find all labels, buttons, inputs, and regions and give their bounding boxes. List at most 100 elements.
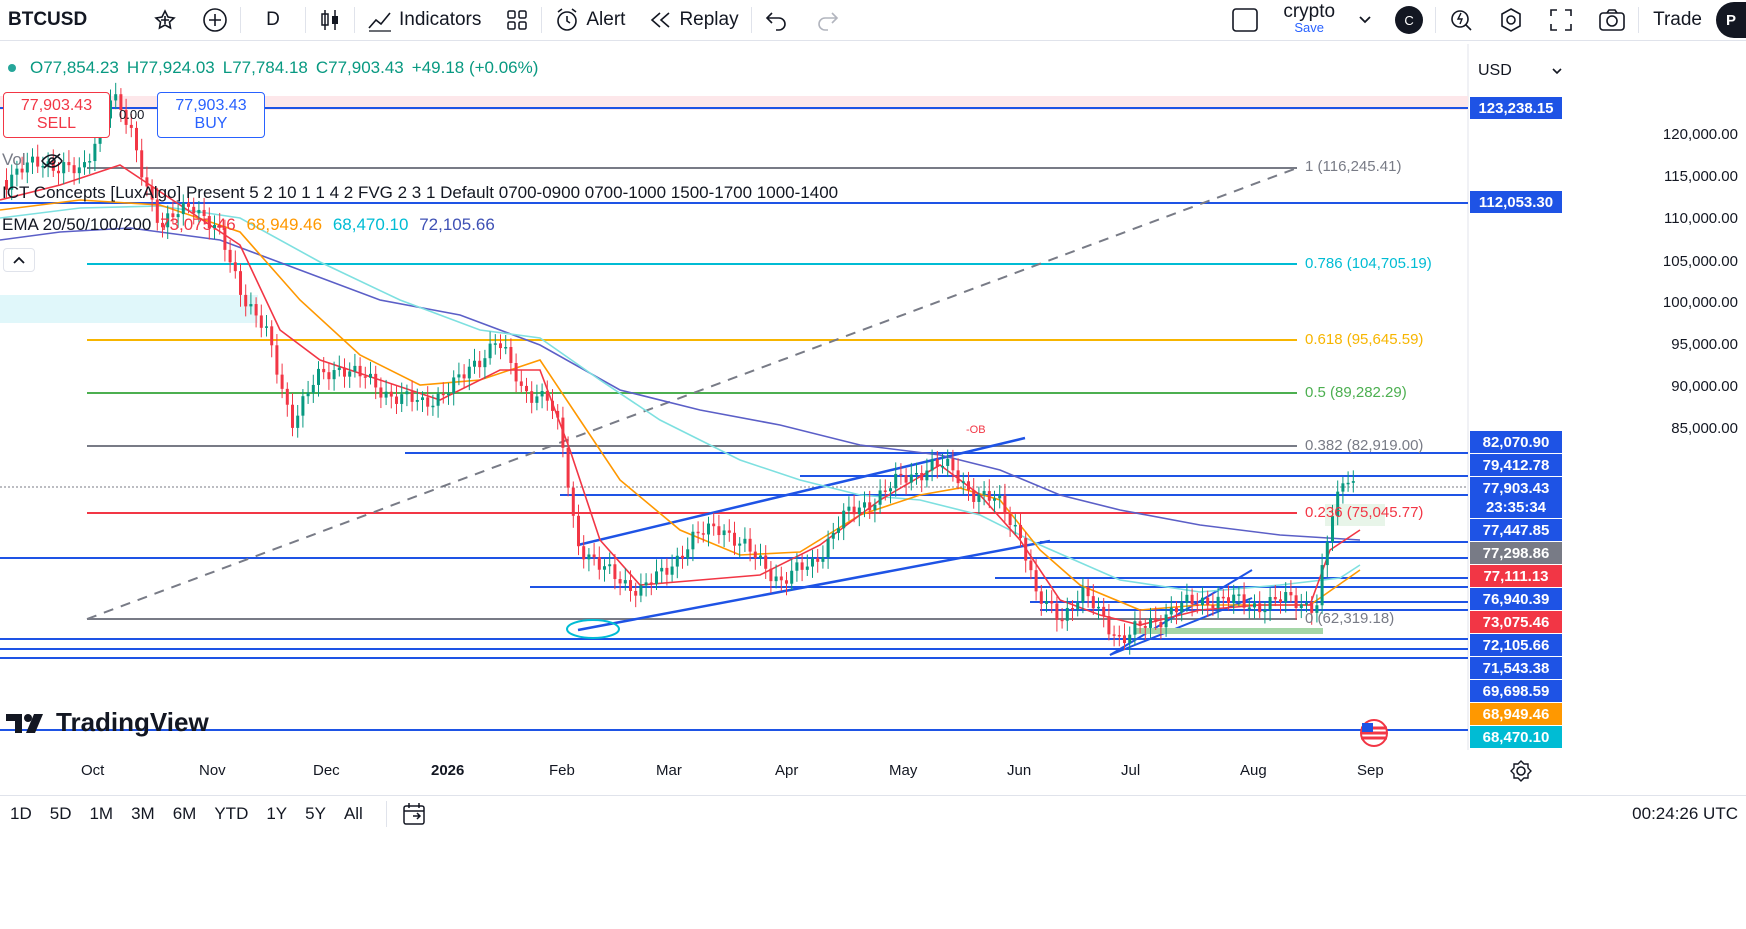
candle-body xyxy=(556,410,560,418)
timeframe-button[interactable]: 5D xyxy=(49,804,72,823)
trade-label: Trade xyxy=(1653,9,1702,30)
candle-body xyxy=(753,551,757,558)
collapse-legend-button[interactable] xyxy=(3,248,35,272)
candle-body xyxy=(738,543,742,546)
alert-button[interactable]: Alert xyxy=(542,0,637,40)
indicators-button[interactable]: Indicators xyxy=(355,0,493,40)
sell-price: 77,903.43 xyxy=(20,97,93,114)
candle-body xyxy=(909,474,913,483)
undo-icon xyxy=(764,9,790,31)
candle-body xyxy=(800,562,804,570)
utc-clock[interactable]: 00:24:26 UTC xyxy=(1632,804,1738,823)
candle-body xyxy=(930,459,934,471)
candle-body xyxy=(514,363,518,382)
ema100-value: 68,470.10 xyxy=(332,215,409,234)
add-symbol-button[interactable] xyxy=(190,0,240,40)
profile-avatar[interactable]: P xyxy=(1716,2,1746,38)
ict-indicator-legend[interactable]: ICT Concepts [LuxAlgo] Present 5 2 10 1 … xyxy=(2,183,838,203)
candle-body xyxy=(1029,560,1033,571)
timeframe-button[interactable]: 5Y xyxy=(305,804,326,823)
ema50-value: 68,949.46 xyxy=(246,215,323,234)
candle-body xyxy=(358,365,362,377)
layout-toggle-button[interactable] xyxy=(1219,0,1271,40)
interval-label: D xyxy=(266,9,280,30)
candle-body xyxy=(478,360,482,368)
candle-body xyxy=(561,417,565,448)
snapshot-button[interactable] xyxy=(1586,0,1638,40)
ema-legend-name: EMA 20/50/100/200 xyxy=(2,215,152,234)
candle-body xyxy=(1123,635,1126,644)
interval-button[interactable]: D xyxy=(241,0,305,40)
price-chart[interactable] xyxy=(0,0,1746,795)
timeframe-button[interactable]: 3M xyxy=(131,804,155,823)
candle-body xyxy=(899,473,903,476)
timeframe-button[interactable]: 1D xyxy=(10,804,32,823)
fib-label: 0.786 (104,705.19) xyxy=(1305,255,1432,272)
candle-body xyxy=(431,405,435,408)
us-flag-icon[interactable] xyxy=(1356,718,1392,753)
gear-icon xyxy=(1510,760,1532,782)
price-tag: 123,238.15 xyxy=(1470,97,1562,119)
divider xyxy=(305,7,306,33)
candle-body xyxy=(993,498,996,501)
fib-label: 0.382 (82,919.00) xyxy=(1305,437,1424,454)
buy-button[interactable]: 77,903.43 BUY xyxy=(157,92,265,138)
chevron-down-icon xyxy=(1552,67,1562,75)
replay-button[interactable]: Replay xyxy=(637,0,750,40)
chart-type-button[interactable] xyxy=(306,0,354,40)
price-tag: 77,447.85 xyxy=(1470,519,1562,541)
candle-body xyxy=(894,473,898,489)
candle-body xyxy=(124,110,128,125)
timeframe-button[interactable]: All xyxy=(343,804,363,823)
timeframe-button[interactable]: 6M xyxy=(172,804,197,823)
timeframe-button[interactable]: 1Y xyxy=(266,804,288,823)
candle-body xyxy=(233,262,237,272)
candle-body xyxy=(878,490,882,505)
candle-body xyxy=(748,538,752,552)
symbol-search[interactable]: BTCUSD xyxy=(0,0,140,40)
redo-button[interactable] xyxy=(802,0,852,40)
plus-circle-icon xyxy=(202,7,228,33)
price-axis-label: 95,000.00 xyxy=(1671,336,1738,353)
candle-body xyxy=(119,94,123,111)
eye-hidden-icon[interactable] xyxy=(40,152,64,170)
candle-body xyxy=(1003,495,1007,514)
layouts-button[interactable] xyxy=(493,0,541,40)
sell-button[interactable]: 77,903.43 SELL xyxy=(3,92,110,138)
date-range-button[interactable] xyxy=(401,801,427,827)
price-axis-label: 120,000.00 xyxy=(1662,126,1738,143)
candle-body xyxy=(733,532,736,546)
layout-save-label: Save xyxy=(1294,20,1324,35)
currency-selector[interactable]: USD xyxy=(1474,57,1566,85)
candle-body xyxy=(868,502,872,511)
timeframe-button[interactable]: YTD xyxy=(214,804,249,823)
candle-body xyxy=(421,397,424,400)
compare-symbol-button[interactable] xyxy=(140,0,190,40)
fib-label: 0.236 (75,045.77) xyxy=(1305,504,1424,521)
trade-button[interactable]: Trade xyxy=(1639,0,1716,40)
layout-name-menu[interactable]: crypto Save xyxy=(1271,0,1383,40)
account-button[interactable]: C xyxy=(1383,0,1435,40)
ema-legend[interactable]: EMA 20/50/100/200 73,075.46 68,949.46 68… xyxy=(2,215,495,235)
avatar: C xyxy=(1395,6,1424,34)
ema20-value: 73,075.46 xyxy=(160,215,236,234)
candle-body xyxy=(1091,596,1095,609)
time-axis-label: Mar xyxy=(656,762,682,779)
fullscreen-button[interactable] xyxy=(1536,0,1586,40)
candle-body xyxy=(1175,607,1178,613)
price-axis-label: 85,000.00 xyxy=(1671,420,1738,437)
chart-settings-button[interactable] xyxy=(1510,760,1532,787)
undo-button[interactable] xyxy=(752,0,802,40)
timeframe-button[interactable]: 1M xyxy=(89,804,114,823)
candle-body xyxy=(525,385,528,392)
time-axis-label: Nov xyxy=(199,762,226,779)
price-tag: 77,903.43 xyxy=(1470,477,1562,499)
candle-body xyxy=(639,585,643,596)
candle-body xyxy=(1045,600,1048,604)
volume-legend[interactable]: Vol xyxy=(2,150,64,170)
settings-button[interactable] xyxy=(1486,0,1536,40)
quick-search-button[interactable] xyxy=(1436,0,1486,40)
candle-body xyxy=(405,391,409,395)
candle-body xyxy=(1195,604,1199,606)
candle-body xyxy=(904,475,908,483)
